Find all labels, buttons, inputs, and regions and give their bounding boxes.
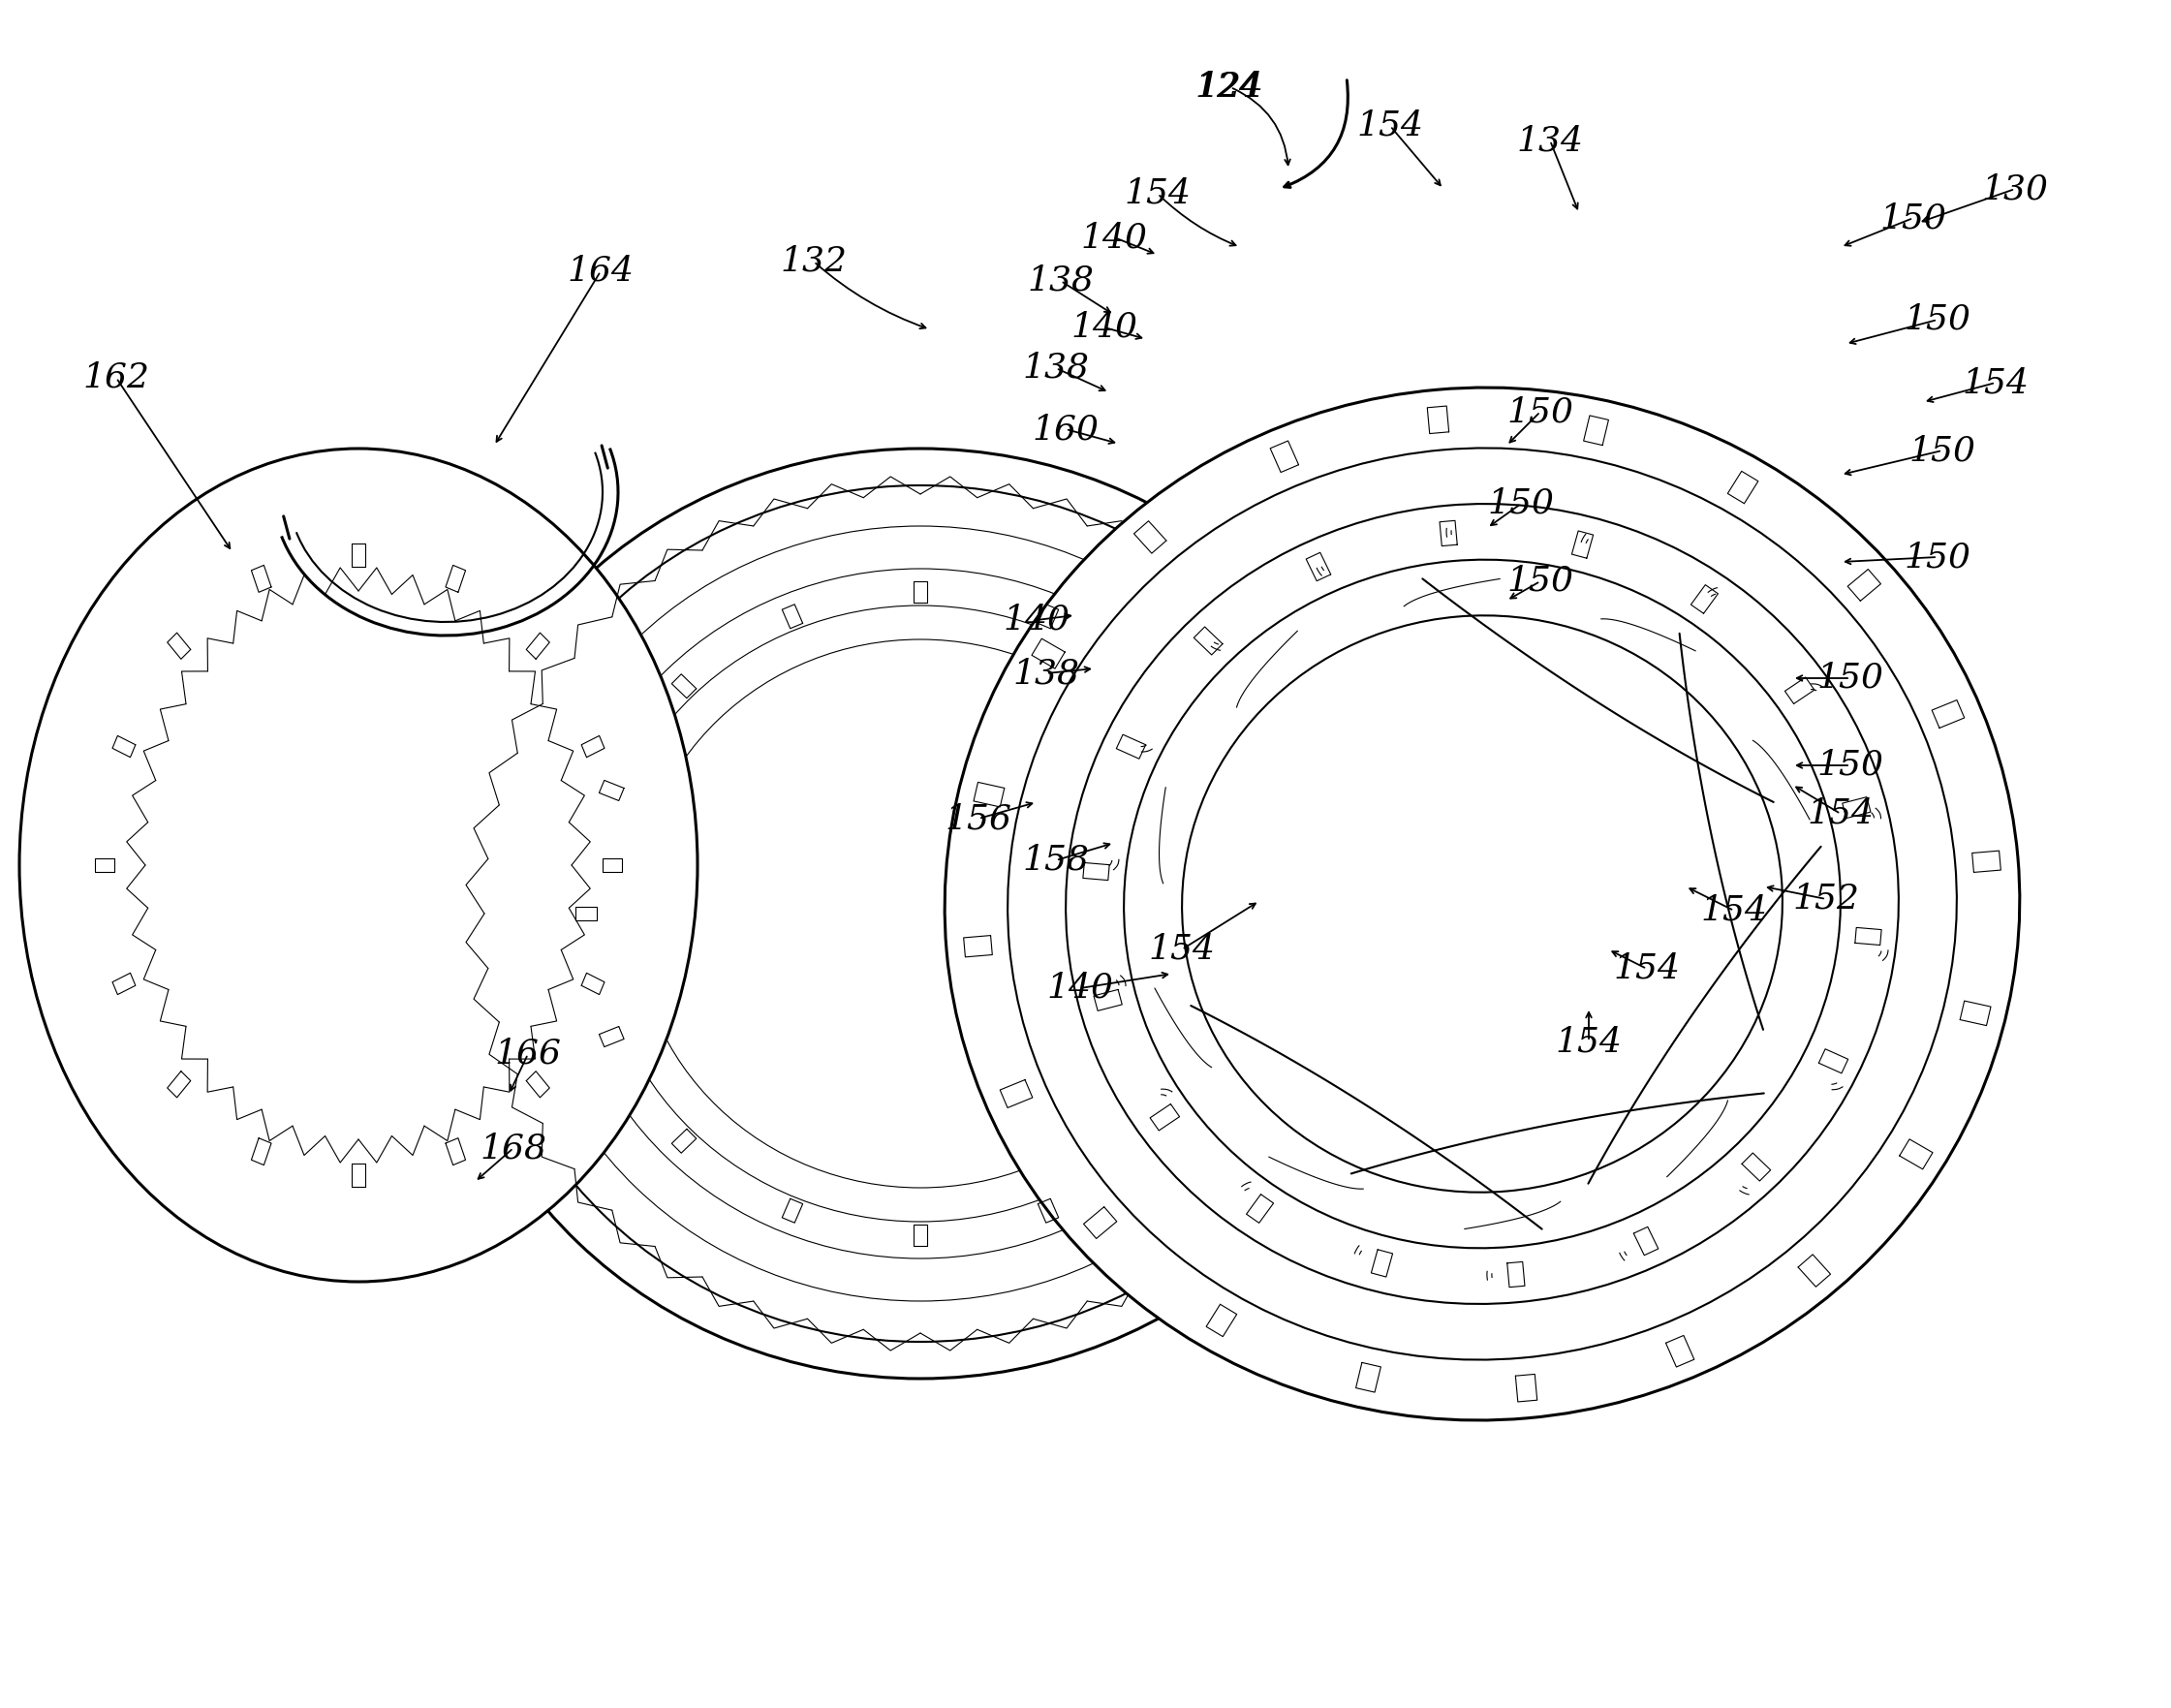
Text: 156: 156 [944, 803, 1012, 835]
Ellipse shape [436, 449, 1405, 1378]
Text: 154: 154 [1700, 895, 1767, 927]
Text: 154: 154 [1125, 178, 1192, 210]
Text: 138: 138 [1023, 352, 1090, 384]
Ellipse shape [1066, 504, 1900, 1303]
Text: 166: 166 [495, 1037, 562, 1071]
Text: 150: 150 [1904, 541, 1971, 574]
Text: 124: 124 [1196, 70, 1264, 104]
Text: 140: 140 [1070, 311, 1138, 343]
Text: 158: 158 [1023, 844, 1090, 876]
Text: 134: 134 [1518, 125, 1583, 157]
Text: 150: 150 [1880, 202, 1947, 234]
Text: 138: 138 [1014, 658, 1079, 690]
Text: 150: 150 [1487, 487, 1554, 521]
Text: 150: 150 [1507, 395, 1574, 429]
Text: 168: 168 [480, 1132, 547, 1165]
Text: 150: 150 [1817, 748, 1884, 782]
Text: 150: 150 [1507, 565, 1574, 598]
Text: 150: 150 [1908, 434, 1976, 466]
Text: 154: 154 [1806, 798, 1874, 830]
Text: 154: 154 [1554, 1025, 1622, 1057]
Text: 160: 160 [1031, 413, 1099, 446]
Ellipse shape [944, 388, 2019, 1421]
Text: 154: 154 [1963, 366, 2030, 400]
Text: 140: 140 [1081, 220, 1148, 254]
Text: 150: 150 [1904, 304, 1971, 336]
Text: 124: 124 [1194, 70, 1261, 104]
Ellipse shape [20, 449, 697, 1281]
Text: 154: 154 [1357, 109, 1424, 142]
Text: 154: 154 [1613, 953, 1680, 986]
Ellipse shape [1125, 560, 1841, 1249]
Ellipse shape [1181, 615, 1782, 1192]
Ellipse shape [1007, 447, 1956, 1360]
Text: 152: 152 [1793, 883, 1861, 915]
Text: 140: 140 [1003, 603, 1070, 637]
Text: 130: 130 [1982, 173, 2049, 205]
Text: 150: 150 [1817, 661, 1884, 695]
Text: 138: 138 [1027, 265, 1094, 297]
Text: 132: 132 [779, 246, 847, 278]
Text: 154: 154 [1148, 933, 1216, 967]
Text: 164: 164 [567, 254, 634, 287]
Text: 140: 140 [1046, 972, 1114, 1004]
Text: 162: 162 [82, 362, 150, 395]
